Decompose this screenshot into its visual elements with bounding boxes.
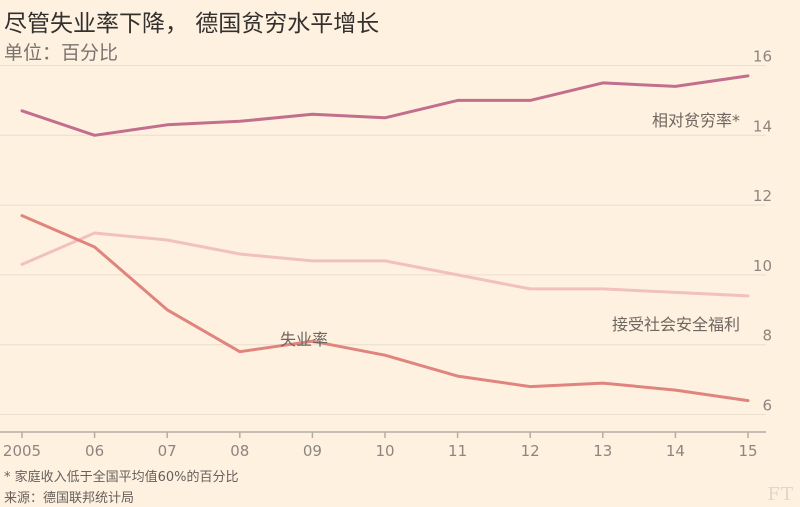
- x-tick-label: 07: [158, 442, 177, 460]
- ft-logo: FT: [767, 484, 794, 505]
- series-line-1: [20, 231, 750, 298]
- y-tick-label: 6: [762, 397, 772, 415]
- series-lines: [20, 74, 750, 403]
- chart-title: 尽管失业率下降， 德国贫穷水平增长: [4, 11, 380, 37]
- x-tick-label: 13: [593, 442, 612, 460]
- series-line-0: [20, 74, 750, 137]
- x-tick-label: 2005: [3, 442, 41, 460]
- y-axis-ticks: 6 8 10 12 14 16: [753, 47, 772, 414]
- chart-subtitle: 单位：百分比: [4, 42, 119, 64]
- y-tick-label: 16: [753, 47, 772, 65]
- y-tick-label: 8: [762, 327, 772, 345]
- series-label-2: 失业率: [280, 330, 328, 349]
- series-label-0: 相对贫穷率*: [652, 111, 740, 130]
- source-note: 来源：德国联邦统计局: [4, 491, 135, 506]
- x-axis: 2005 06 07 08 09 10 11 12 13 14 15: [0, 431, 766, 460]
- x-tick-label: 08: [230, 442, 249, 460]
- x-tick-label: 11: [448, 442, 467, 460]
- x-tick-label: 06: [85, 442, 104, 460]
- grid-lines: [0, 64, 766, 416]
- x-tick-label: 15: [738, 442, 757, 460]
- series-label-1: 接受社会安全福利: [612, 315, 740, 334]
- series-line-2: [20, 214, 750, 403]
- y-tick-label: 12: [753, 187, 772, 205]
- x-tick-label: 09: [303, 442, 322, 460]
- y-tick-label: 10: [753, 257, 772, 275]
- x-tick-label: 12: [521, 442, 540, 460]
- x-tick-label: 14: [666, 442, 685, 460]
- footnote: * 家庭收入低于全国平均值60%的百分比: [4, 470, 239, 485]
- y-tick-label: 14: [753, 117, 772, 135]
- x-tick-label: 10: [375, 442, 394, 460]
